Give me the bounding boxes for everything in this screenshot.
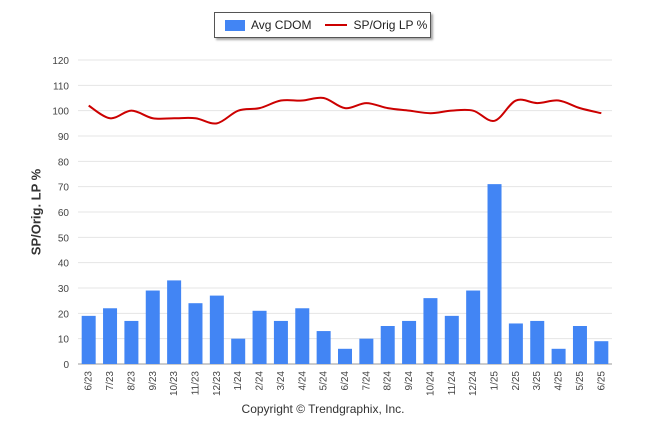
x-tick-label: 9/24 xyxy=(404,371,415,391)
bar-avg-cdom xyxy=(508,323,523,364)
bar-avg-cdom xyxy=(466,290,481,364)
x-tick-label: 1/24 xyxy=(233,371,244,391)
y-tick-label: 100 xyxy=(52,107,69,118)
bar-avg-cdom xyxy=(380,326,395,364)
x-tick-label: 4/25 xyxy=(554,371,565,391)
bar-avg-cdom xyxy=(423,298,438,364)
bar-avg-cdom xyxy=(316,331,331,364)
y-tick-label: 90 xyxy=(58,132,70,143)
legend: Avg CDOM SP/Orig LP % xyxy=(214,12,431,38)
x-tick-label: 2/24 xyxy=(255,371,266,391)
bar-avg-cdom xyxy=(551,348,566,364)
y-tick-label: 80 xyxy=(58,157,70,168)
x-tick-label: 12/24 xyxy=(468,371,479,396)
bars xyxy=(81,184,609,364)
bar-avg-cdom xyxy=(594,341,609,364)
grid xyxy=(78,59,612,365)
legend-item-avg-cdom: Avg CDOM xyxy=(215,18,311,32)
y-tick-label: 0 xyxy=(63,360,69,371)
x-tick-label: 12/23 xyxy=(212,371,223,396)
bar-avg-cdom xyxy=(444,315,459,364)
bar-avg-cdom xyxy=(338,348,352,364)
legend-swatch-bar xyxy=(225,19,245,31)
x-tick-label: 1/25 xyxy=(490,371,501,391)
x-tick-label: 2/25 xyxy=(511,371,522,391)
x-tick-label: 10/23 xyxy=(169,371,180,396)
x-tick-label: 6/24 xyxy=(340,371,351,391)
bar-avg-cdom xyxy=(209,295,224,364)
x-tick-label: 8/24 xyxy=(383,371,394,391)
x-tick-label: 8/23 xyxy=(126,371,137,391)
bar-avg-cdom xyxy=(487,184,502,364)
bar-avg-cdom xyxy=(402,320,417,364)
y-tick-labels: 0 10 20 30 40 50 60 70 80 90 100 110 120 xyxy=(52,56,69,371)
x-tick-label: 11/24 xyxy=(447,371,458,396)
x-tick-labels: 6/23 7/23 8/23 9/23 10/23 11/23 12/23 1/24 2/24 3… xyxy=(84,371,608,396)
x-tick-label: 11/23 xyxy=(190,371,201,396)
line-series xyxy=(88,96,602,125)
x-tick-label: 5/25 xyxy=(575,371,586,391)
bar-avg-cdom xyxy=(572,326,587,364)
y-tick-label: 40 xyxy=(58,259,70,270)
y-tick-label: 110 xyxy=(53,81,69,92)
legend-label-sp-orig-lp: SP/Orig LP % xyxy=(353,18,428,32)
y-tick-label: 70 xyxy=(58,183,70,194)
x-tick-label: 10/24 xyxy=(425,371,436,396)
y-tick-label: 30 xyxy=(58,284,70,295)
bar-avg-cdom xyxy=(231,338,246,364)
legend-item-sp-orig-lp: SP/Orig LP % xyxy=(311,18,427,32)
y-tick-label: 120 xyxy=(52,56,69,67)
x-tick-label: 6/25 xyxy=(596,371,607,391)
x-tick-label: 7/24 xyxy=(361,371,372,391)
y-axis-label: SP/Orig. LP % xyxy=(28,168,44,256)
x-tick-label: 4/24 xyxy=(297,371,308,391)
legend-label-avg-cdom: Avg CDOM xyxy=(251,18,312,32)
x-tick-label: 5/24 xyxy=(319,371,330,391)
x-tick-label: 3/24 xyxy=(276,371,287,391)
bar-avg-cdom xyxy=(188,303,203,364)
bar-avg-cdom xyxy=(295,308,310,364)
bar-avg-cdom xyxy=(530,320,545,364)
y-tick-label: 60 xyxy=(58,208,70,219)
bar-avg-cdom xyxy=(167,280,182,364)
bar-avg-cdom xyxy=(273,320,288,364)
y-tick-label: 50 xyxy=(58,233,70,244)
y-tick-label: 20 xyxy=(58,309,70,320)
copyright-footer: Copyright © Trendgraphix, Inc. xyxy=(241,402,405,416)
legend-swatch-line xyxy=(325,24,348,26)
bar-avg-cdom xyxy=(124,320,139,364)
bar-avg-cdom xyxy=(81,315,96,364)
x-tick-label: 7/23 xyxy=(105,371,116,391)
x-tick-label: 3/25 xyxy=(532,371,543,391)
x-tick-label: 6/23 xyxy=(84,371,95,391)
y-tick-label: 10 xyxy=(58,335,70,346)
x-tick-label: 9/23 xyxy=(148,371,159,391)
line-sp-orig-lp xyxy=(88,96,602,125)
bar-avg-cdom xyxy=(103,308,118,364)
bar-avg-cdom xyxy=(145,290,160,364)
bar-avg-cdom xyxy=(252,310,267,364)
bar-avg-cdom xyxy=(359,338,374,364)
